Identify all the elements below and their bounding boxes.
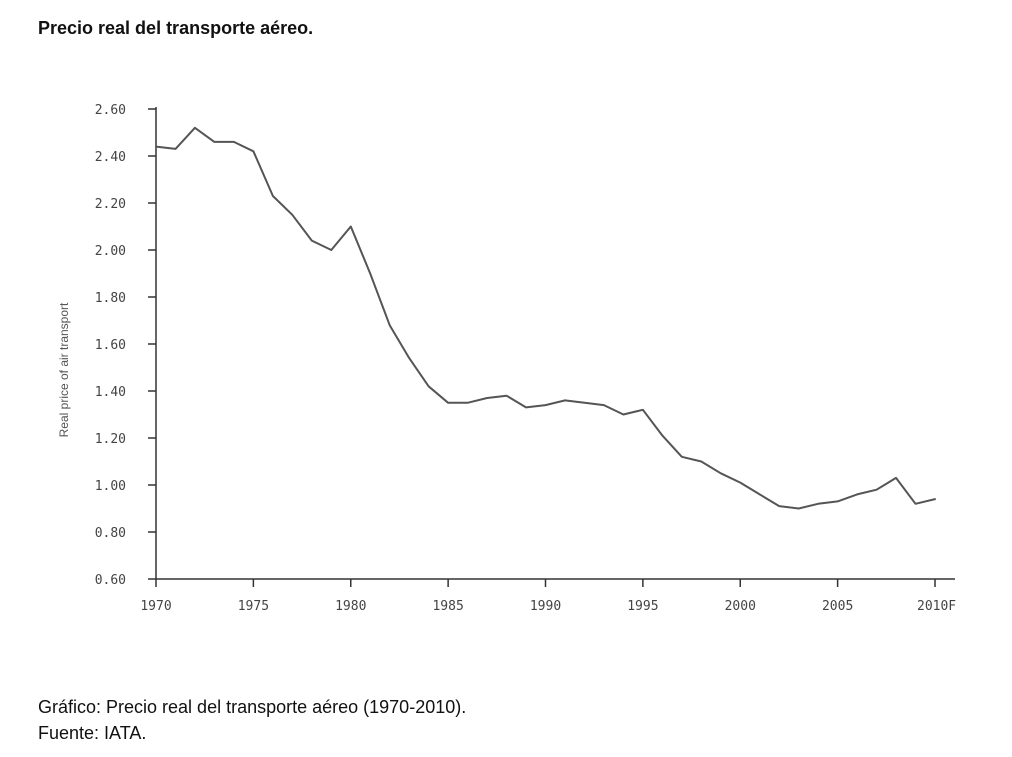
page-title: Precio real del transporte aéreo.	[38, 18, 314, 38]
x-tick-label: 1975	[238, 599, 269, 614]
source-line: Fuente: IATA.	[38, 723, 147, 743]
y-tick-label: 2.20	[95, 197, 126, 212]
y-tick-label: 2.00	[95, 244, 126, 259]
y-tick-label: 0.80	[95, 526, 126, 541]
y-tick-label: 2.60	[95, 103, 126, 118]
y-tick-label: 1.80	[95, 291, 126, 306]
x-tick-label: 1990	[530, 599, 561, 614]
x-tick-label: 1985	[432, 599, 463, 614]
caption: Gráfico: Precio real del transporte aére…	[38, 694, 466, 746]
series-line	[155, 126, 936, 510]
line-chart: 0.60 0.80 1.00 1.20 1.40 1.60 1.80 2.00 2.20 2.40…	[57, 103, 956, 614]
y-tick-label: 2.40	[95, 150, 126, 165]
x-tick-label: 1970	[140, 599, 171, 614]
caption-line: Gráfico: Precio real del transporte aére…	[38, 697, 467, 717]
y-tick-label: 1.60	[95, 338, 126, 353]
y-tick-label: 0.60	[95, 573, 126, 588]
y-tick-label: 1.00	[95, 479, 126, 494]
y-axis-label: Real price of air transport	[57, 302, 71, 437]
x-tick-label: 2010F	[917, 599, 956, 614]
y-tick-label: 1.40	[95, 385, 126, 400]
y-tick-label: 1.20	[95, 432, 126, 447]
x-tick-label: 2005	[822, 599, 853, 614]
x-tick-label: 1980	[335, 599, 366, 614]
x-tick-label: 1995	[627, 599, 658, 614]
x-tick-label: 2000	[725, 599, 756, 614]
